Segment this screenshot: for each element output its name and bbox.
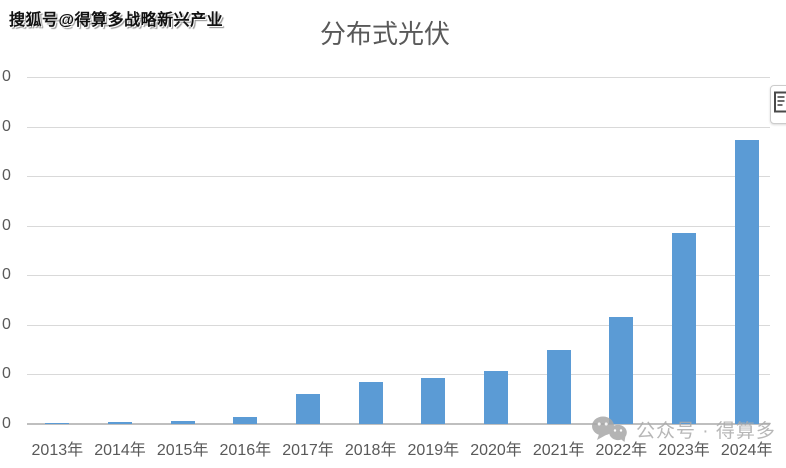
bar-2021年 [546,350,571,424]
bar-2018年 [358,382,383,424]
chart-tool-button[interactable] [770,85,786,124]
y-gridline [27,225,770,227]
x-tick-label: 2019年 [407,442,460,459]
bar-2024年 [734,140,759,424]
x-tick-label: 2022年 [595,442,648,459]
y-tick-label-clipped: 0 [2,315,11,333]
bar-2020年 [484,371,508,424]
x-tick-label: 2013年 [31,442,84,459]
x-tick-label: 2021年 [532,442,585,459]
sohu-watermark: 搜狐号@得算多战略新兴产业 [9,12,224,29]
y-gridline [27,77,770,78]
chart-tool-icon [774,91,786,118]
y-gridline [27,324,770,326]
y-tick-label-clipped: 0 [2,68,11,85]
bar-2015年 [170,421,195,424]
x-tick-label: 2020年 [470,442,522,459]
y-tick-label-clipped: 0 [2,266,11,284]
y-tick-label-clipped: 0 [2,216,11,234]
x-axis-line [27,423,770,425]
x-tick-label: 2015年 [156,442,209,459]
bar-2022年 [609,317,634,424]
y-gridline [27,374,770,376]
y-tick-label-clipped: 0 [2,117,11,135]
x-tick-label: 2016年 [219,442,272,459]
chart-title: 分布式光伏 [319,19,450,49]
x-tick-label: 2024年 [720,442,773,459]
bar-2013年 [45,423,70,424]
x-tick-label: 2018年 [344,442,397,459]
x-tick-label: 2017年 [282,442,334,459]
x-tick-label: 2023年 [658,442,710,459]
y-gridline [27,176,770,178]
bar-2016年 [233,417,258,424]
y-tick-label-clipped: 0 [2,365,11,383]
bar-2014年 [108,422,132,424]
x-tick-label: 2014年 [94,442,146,459]
y-tick-label-clipped: 0 [2,415,11,432]
y-tick-label-clipped: 0 [2,167,11,185]
bar-2023年 [672,233,696,424]
bar-2019年 [421,378,446,424]
y-gridline [27,126,770,128]
y-gridline [27,275,770,277]
bar-2017年 [296,394,320,424]
